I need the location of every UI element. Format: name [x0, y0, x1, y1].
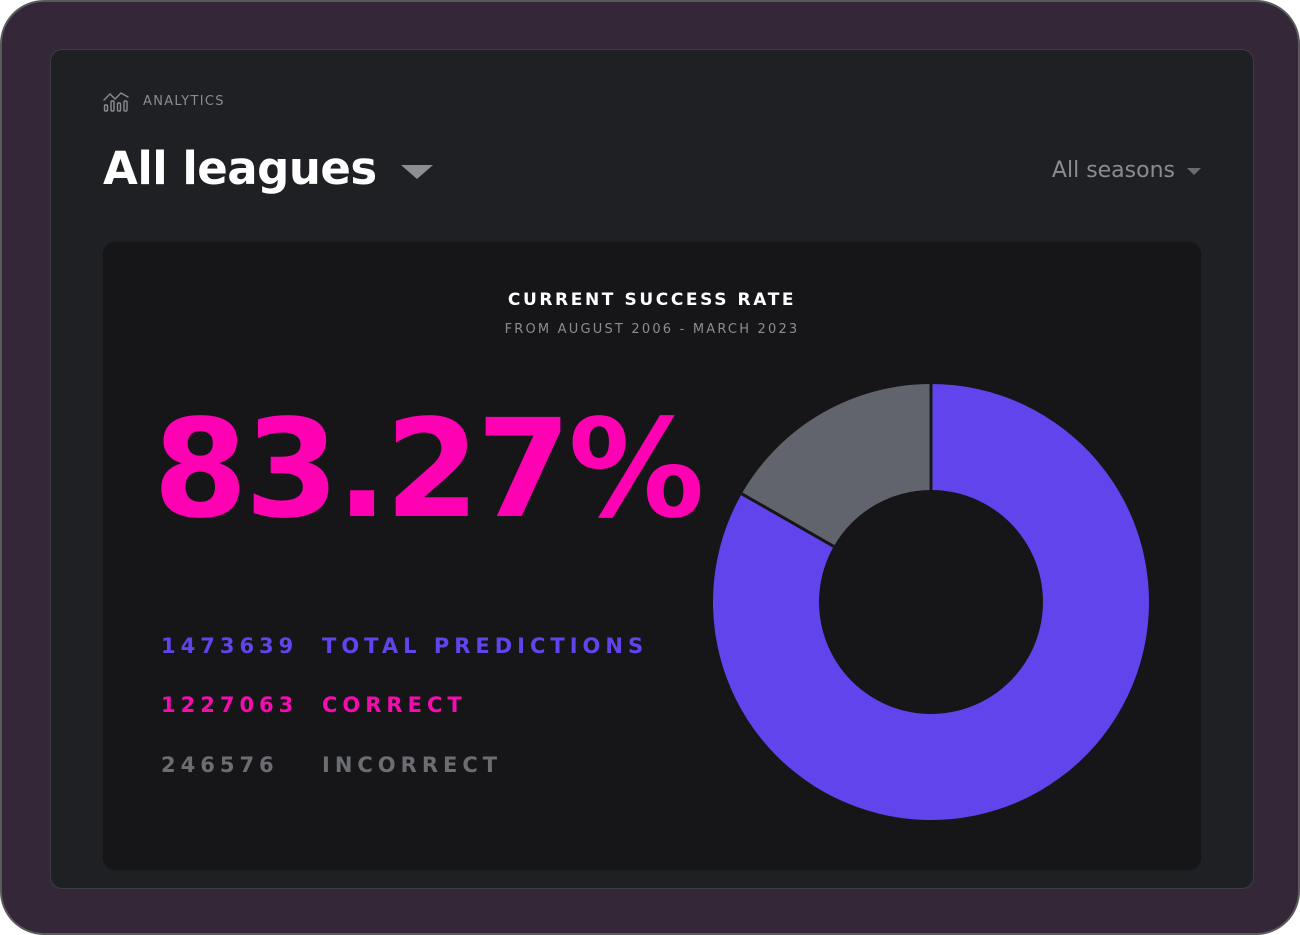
analytics-chart-icon [103, 90, 129, 112]
stat-label: CORRECT [322, 693, 467, 718]
league-title: All leagues [103, 142, 377, 195]
donut-slice-correct [713, 384, 1149, 820]
donut-chart [713, 384, 1149, 820]
stat-row-incorrect: 246576 INCORRECT [161, 735, 648, 795]
section-label: ANALYTICS [143, 93, 225, 109]
season-dropdown[interactable]: All seasons [1052, 158, 1201, 183]
success-rate-card: CURRENT SUCCESS RATE FROM AUGUST 2006 - … [103, 242, 1201, 870]
analytics-screen: ANALYTICS All leagues All seasons CURREN… [50, 49, 1254, 889]
success-rate-value: 83.27% [153, 391, 704, 549]
card-subtitle: FROM AUGUST 2006 - MARCH 2023 [504, 322, 800, 337]
breadcrumb: ANALYTICS [103, 90, 225, 112]
stat-value: 246576 [161, 752, 279, 777]
season-label: All seasons [1051, 158, 1175, 183]
stats-list: 1473639 TOTAL PREDICTIONS 1227063 CORREC… [161, 616, 648, 795]
stat-row-total: 1473639 TOTAL PREDICTIONS [161, 616, 648, 676]
chevron-down-icon [400, 164, 433, 179]
card-title: CURRENT SUCCESS RATE [507, 290, 797, 310]
donut-slice-incorrect [741, 384, 931, 547]
stat-label: INCORRECT [322, 752, 503, 777]
donut-separator [741, 492, 835, 548]
stat-value: 1473639 [161, 633, 299, 658]
stat-label: TOTAL PREDICTIONS [322, 633, 649, 658]
league-dropdown[interactable]: All leagues [103, 142, 433, 195]
chevron-down-icon [1187, 168, 1201, 175]
stat-row-correct: 1227063 CORRECT [161, 676, 648, 736]
stat-value: 1227063 [161, 693, 299, 718]
